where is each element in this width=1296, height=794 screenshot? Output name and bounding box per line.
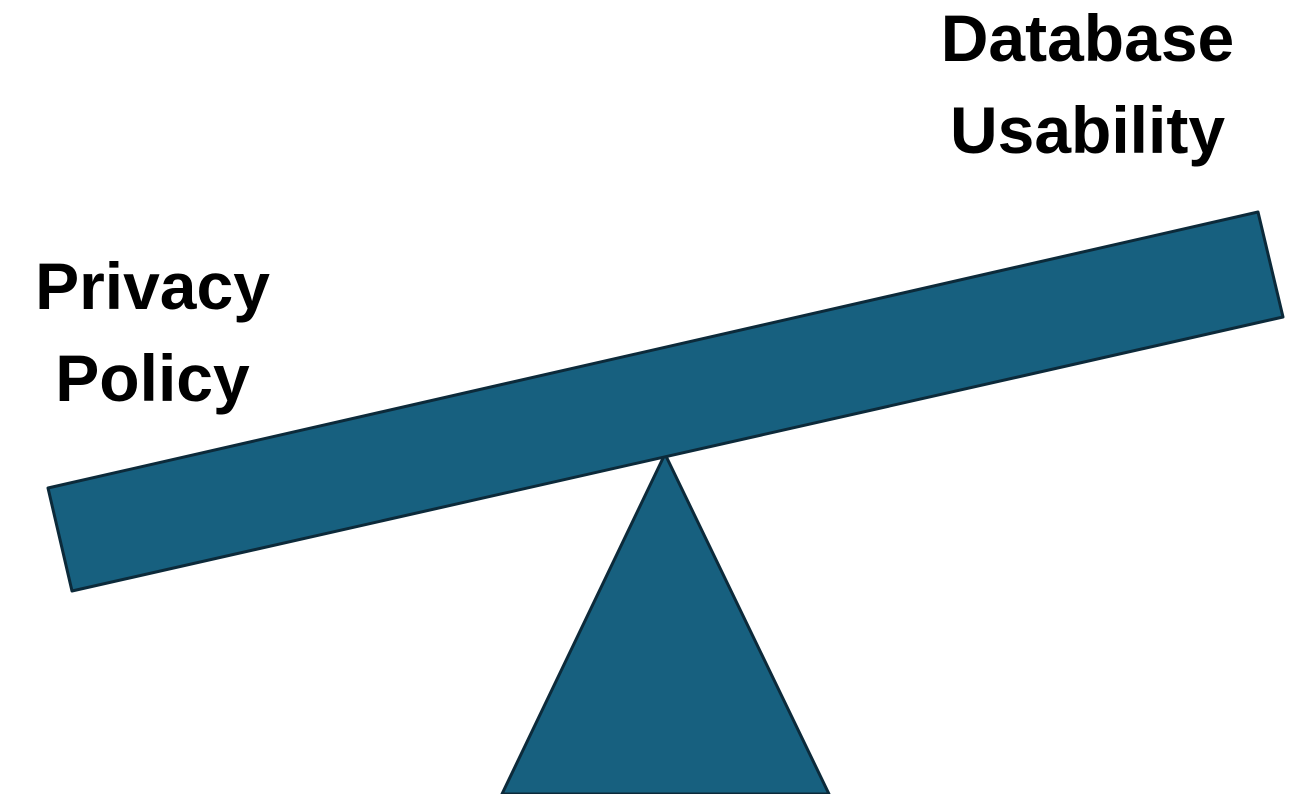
database-usability-line-2: Usability — [949, 93, 1226, 167]
balance-beam — [46, 210, 1285, 593]
privacy-policy-line-2: Policy — [55, 341, 250, 415]
database-usability-label: Database Usability — [895, 0, 1280, 176]
privacy-policy-label: Privacy Policy — [0, 240, 305, 424]
fulcrum-triangle — [500, 452, 831, 794]
privacy-policy-line-1: Privacy — [35, 249, 270, 323]
database-usability-line-1: Database — [940, 1, 1235, 75]
